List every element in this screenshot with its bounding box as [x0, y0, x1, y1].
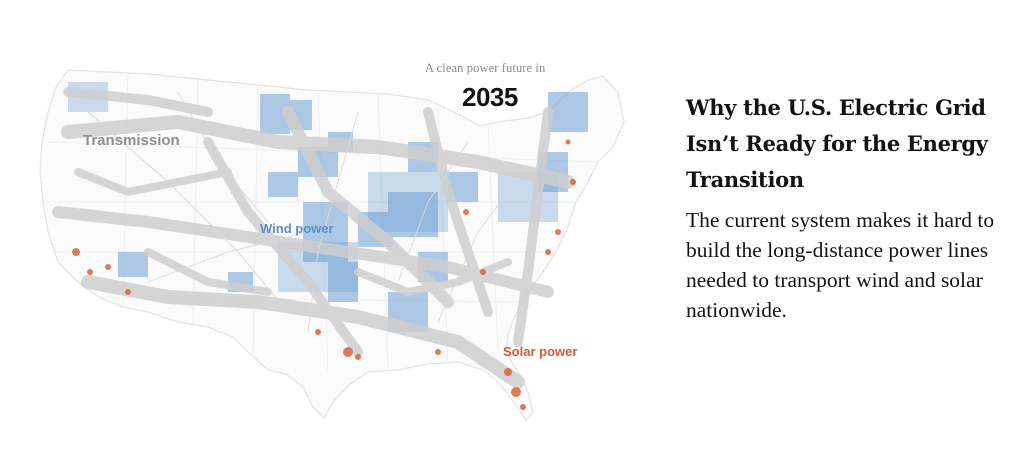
transmission-label: Transmission: [83, 132, 180, 149]
transmission-lines: [52, 87, 575, 389]
wind-power-label: Wind power: [260, 221, 334, 236]
article-summary: The current system makes it hard to buil…: [686, 208, 995, 322]
minor-lines: [87, 91, 509, 333]
map-year: 2035: [462, 82, 518, 112]
us-grid-map[interactable]: [28, 52, 640, 422]
solar-power-label: Solar power: [503, 344, 578, 359]
us-map-graphic: [39, 69, 625, 421]
map-overtitle: A clean power future in: [425, 61, 546, 75]
solar-regions: [72, 139, 576, 410]
article-headline[interactable]: Why the U.S. Electric Grid Isn’t Ready f…: [686, 95, 988, 192]
